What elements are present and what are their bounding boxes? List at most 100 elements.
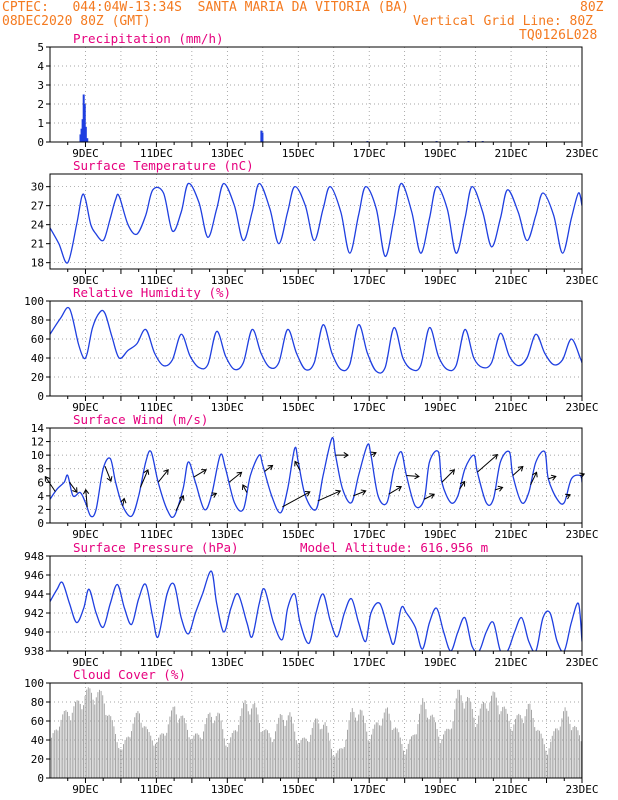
x-tick-label: 17DEC xyxy=(353,274,386,287)
cloud-bar xyxy=(286,720,288,778)
cloud-bar xyxy=(388,713,390,778)
cloud-bar xyxy=(118,747,120,778)
cloud-bar xyxy=(273,739,275,778)
panel-title: Surface Temperature (nC) xyxy=(73,158,254,173)
cloud-bar xyxy=(406,749,408,778)
x-tick-label: 9DEC xyxy=(72,147,99,160)
cloud-bar xyxy=(201,739,203,778)
cloud-bar xyxy=(177,722,179,778)
cloud-bar xyxy=(412,735,414,778)
cloud-bar xyxy=(353,711,355,778)
cloud-bar xyxy=(396,728,398,778)
precip-bar xyxy=(84,126,87,142)
cloud-bar xyxy=(86,689,88,778)
cloud-bar xyxy=(167,724,169,778)
wind-arrow xyxy=(175,495,184,512)
cloud-bar xyxy=(531,709,532,778)
x-tick-label: 13DEC xyxy=(211,656,244,669)
wind-arrow-head xyxy=(44,475,51,482)
cloud-bar xyxy=(467,696,468,778)
cloud-bar xyxy=(513,724,515,778)
header-line2-right: Vertical Grid Line: 80Z xyxy=(413,14,594,29)
wind-arrow xyxy=(157,469,169,483)
cloud-bar xyxy=(486,708,488,778)
cloud-bar xyxy=(327,732,329,778)
cloud-bar xyxy=(457,689,459,778)
cloud-bar xyxy=(508,720,510,778)
cloud-bar xyxy=(417,724,419,778)
y-tick-label: 938 xyxy=(24,645,44,658)
cloud-bar xyxy=(558,730,560,778)
cloud-bar xyxy=(401,743,403,778)
cloud-bar xyxy=(507,713,508,778)
x-tick-label: 11DEC xyxy=(140,274,173,287)
cloud-bar xyxy=(175,714,177,778)
wind-arrow-head xyxy=(120,497,127,504)
cloud-bar xyxy=(342,748,344,778)
y-tick-label: 2 xyxy=(37,98,44,111)
cloud-bar xyxy=(375,722,377,778)
cloud-bar xyxy=(187,729,188,778)
plot-frame xyxy=(49,46,583,143)
precip-bar xyxy=(82,94,85,142)
cloud-bar xyxy=(483,701,484,778)
cloud-bar xyxy=(449,729,451,778)
cloud-bar xyxy=(140,722,142,778)
cloud-bar xyxy=(227,747,228,778)
cloud-bar xyxy=(455,698,457,778)
cloud-bar xyxy=(111,720,113,778)
cloud-bar xyxy=(263,730,265,778)
cloud-bar xyxy=(137,711,139,778)
cloud-bar xyxy=(446,728,448,778)
cloud-bar xyxy=(220,720,222,778)
x-tick-label: 19DEC xyxy=(424,147,457,160)
y-tick-label: 60 xyxy=(31,715,44,728)
cloud-bar xyxy=(95,697,97,778)
wind-arrow-head xyxy=(343,452,349,459)
cloud-bar xyxy=(116,742,118,778)
cloud-bar xyxy=(380,725,382,778)
y-tick-label: 4 xyxy=(37,60,44,73)
cloud-bar xyxy=(268,733,270,778)
cloud-bar xyxy=(155,743,156,778)
cloud-bar xyxy=(545,750,547,778)
cloud-bar xyxy=(329,740,331,778)
cloud-bar xyxy=(439,743,441,778)
wind-arrow-head xyxy=(449,469,456,475)
cloud-bar xyxy=(307,741,308,778)
x-tick-label: 21DEC xyxy=(495,274,528,287)
x-tick-label: 23DEC xyxy=(565,528,598,541)
cloud-bar xyxy=(574,725,576,778)
wind-arrow-head xyxy=(517,465,524,472)
y-tick-label: 0 xyxy=(37,390,44,403)
y-tick-label: 1 xyxy=(37,117,44,130)
cloud-bar xyxy=(390,721,392,778)
cloud-bar xyxy=(235,730,236,778)
cloud-bar xyxy=(382,718,384,778)
y-tick-label: 2 xyxy=(37,503,44,516)
cloud-bar xyxy=(463,708,465,778)
cloud-bar xyxy=(278,717,280,778)
cloud-bar xyxy=(363,715,364,778)
cloud-bar xyxy=(295,740,297,778)
cloud-bar xyxy=(572,727,574,778)
y-tick-label: 0 xyxy=(37,136,44,149)
x-tick-label: 15DEC xyxy=(282,528,315,541)
cloud-bar xyxy=(511,730,513,778)
cloud-bar xyxy=(555,728,556,778)
cloud-bar xyxy=(126,737,128,778)
cloud-bar xyxy=(567,716,569,778)
x-tick-label: 13DEC xyxy=(211,147,244,160)
cloud-bar xyxy=(495,697,497,778)
wind-arrow xyxy=(388,486,402,495)
cloud-bar xyxy=(559,726,561,778)
wind-arrow-head xyxy=(532,471,538,478)
cloud-bar xyxy=(294,731,296,778)
cloud-bar xyxy=(580,741,582,778)
cloud-bar xyxy=(81,709,83,778)
cloud-bar xyxy=(332,755,334,778)
x-tick-label: 9DEC xyxy=(72,528,99,541)
cloud-bar xyxy=(134,717,136,778)
cloud-bar xyxy=(358,714,360,778)
